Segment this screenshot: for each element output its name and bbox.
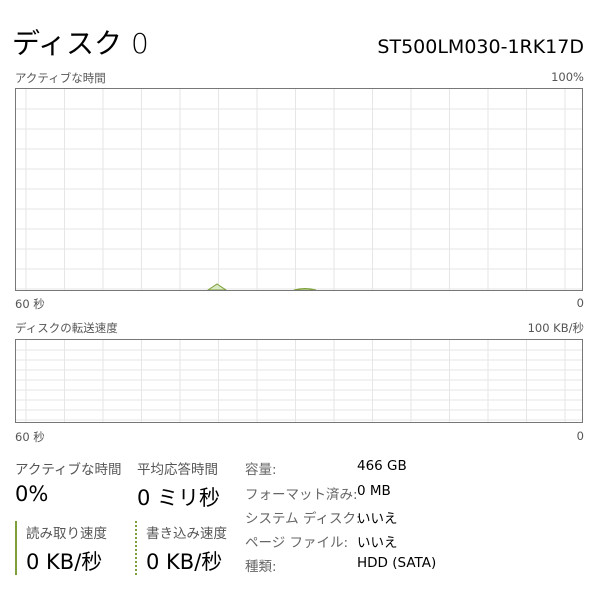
active-time-stat-label: アクティブな時間 (15, 462, 122, 478)
transfer-graph-min: 0 (576, 429, 584, 443)
disk-model: ST500LM030-1RK17D (377, 36, 584, 58)
write-speed-legend-line (135, 521, 137, 575)
active-time-graph-label: アクティブな時間 (15, 71, 106, 85)
avg-response-stat-value: 0 ミリ秒 (137, 486, 221, 510)
property-value: HDD (SATA) (357, 555, 437, 571)
property-label: 種類: (245, 559, 277, 575)
transfer-graph-canvas (16, 340, 582, 422)
page-title: ディスク 0 (12, 27, 149, 60)
property-label: システム ディスク: (245, 511, 361, 527)
property-label: ページ ファイル: (245, 535, 349, 551)
property-label: 容量: (245, 462, 277, 478)
active-time-graph-canvas (16, 89, 582, 290)
active-time-graph-max: 100% (551, 70, 584, 84)
active-time-series (207, 283, 317, 290)
transfer-graph (15, 339, 583, 423)
property-value: いいえ (357, 511, 398, 527)
active-time-graph (15, 88, 583, 291)
property-value: 0 MB (357, 483, 391, 499)
active-time-stat-value: 0% (15, 482, 49, 506)
transfer-graph-label: ディスクの転送速度 (15, 321, 118, 335)
property-label: フォーマット済み: (245, 487, 358, 503)
property-value: いいえ (357, 535, 398, 551)
read-speed-legend-line (15, 521, 17, 575)
write-speed-stat-value: 0 KB/秒 (146, 550, 223, 574)
active-time-graph-time: 60 秒 (15, 297, 45, 311)
read-speed-stat-value: 0 KB/秒 (26, 550, 103, 574)
property-value: 466 GB (357, 458, 407, 474)
active-time-graph-min: 0 (576, 296, 584, 310)
avg-response-stat-label: 平均応答時間 (137, 462, 218, 478)
transfer-graph-max: 100 KB/秒 (527, 321, 584, 335)
write-speed-stat-label: 書き込み速度 (146, 526, 227, 542)
read-speed-stat-label: 読み取り速度 (26, 526, 107, 542)
transfer-graph-time: 60 秒 (15, 430, 45, 444)
